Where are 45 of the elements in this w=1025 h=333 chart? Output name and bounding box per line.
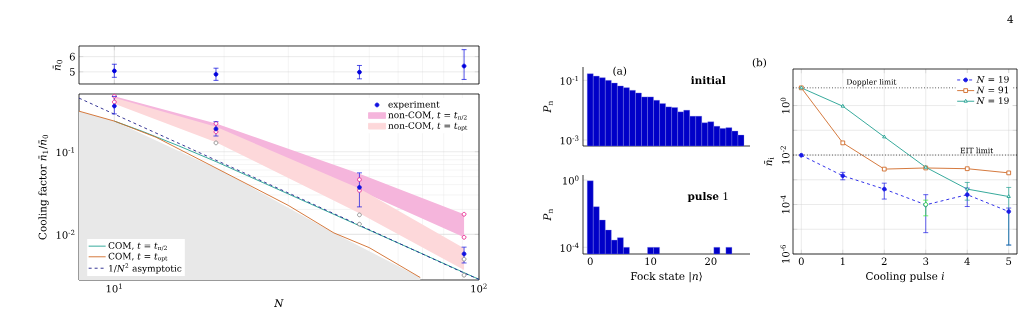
text: 4 [1007, 15, 1014, 23]
x-axis-title: N [274, 299, 284, 308]
y-tick-label: 10$^{0}$ [780, 97, 790, 114]
y-axis-title: n̄$_{i}$ [764, 157, 774, 166]
x-tick-label: 5 [1006, 257, 1012, 265]
x-tick-label: 10 [645, 257, 657, 266]
x-axis-title: Cooling pulse i [866, 271, 945, 283]
legend-label: N = 91 [976, 86, 1009, 94]
legend-label: N = 19 [976, 97, 1009, 104]
legend-label: 1/N$^{2}$ asymptotic [109, 263, 182, 274]
x-tick-label: 0 [798, 257, 804, 266]
y-tick-label: 10$^{-3}$ [560, 135, 579, 145]
y-tick-label: 10$^{-1}$ [56, 147, 74, 157]
legend-label: COM, t = t$_{π/2}$ [108, 242, 167, 251]
y-axis-title: Cooling factor n̄$_{1}$/n̄$_{0}$ [38, 134, 49, 240]
x-tick-label: 20 [705, 257, 717, 266]
y-tick-label: 10$^{-4}$ [780, 195, 790, 214]
x-tick-label: 1 [840, 257, 845, 265]
y-axis-title: n̄$_{0}$ [52, 60, 63, 71]
y-tick-label: 6 [69, 52, 75, 61]
legend-label: non-COM, t = t$_{π/2}$ [388, 111, 467, 121]
legend-label: N = 19 [976, 75, 1009, 83]
y-tick-label: 10$^{-6}$ [780, 244, 790, 263]
y-tick-label: 10$^{-2}$ [56, 229, 75, 239]
y-tick-label: 5 [69, 68, 75, 76]
y-tick-label: 10$^{-1}$ [560, 75, 578, 85]
legend-label: experiment [388, 100, 440, 110]
annotation: pulse 1 [687, 192, 728, 203]
x-tick-label: 4 [964, 257, 970, 265]
y-tick-label: 10$^{-2}$ [780, 146, 790, 164]
x-tick-label: 2 [881, 257, 887, 265]
x-tick-label: 10$^{2}$ [471, 283, 487, 293]
legend-label: non-COM, t = t$_{opt}$ [388, 122, 468, 132]
annotation: (a) [613, 66, 627, 77]
x-tick-label: 10$^{1}$ [106, 283, 122, 293]
text: (b) [752, 58, 767, 68]
y-axis-title: P$_{n}$ [543, 101, 553, 113]
x-tick-label: 3 [923, 257, 929, 266]
annotation: initial [691, 76, 726, 85]
y-tick-label: 10$^{-4}$ [560, 242, 579, 252]
x-axis-title: Fock state |n⟩ [630, 271, 702, 283]
x-tick-label: 0 [587, 257, 593, 266]
y-axis-title: P$_{n}$ [543, 209, 553, 221]
legend-label: COM, t = t$_{opt}$ [108, 252, 168, 262]
y-tick-label: 10$^{0}$ [563, 175, 579, 185]
